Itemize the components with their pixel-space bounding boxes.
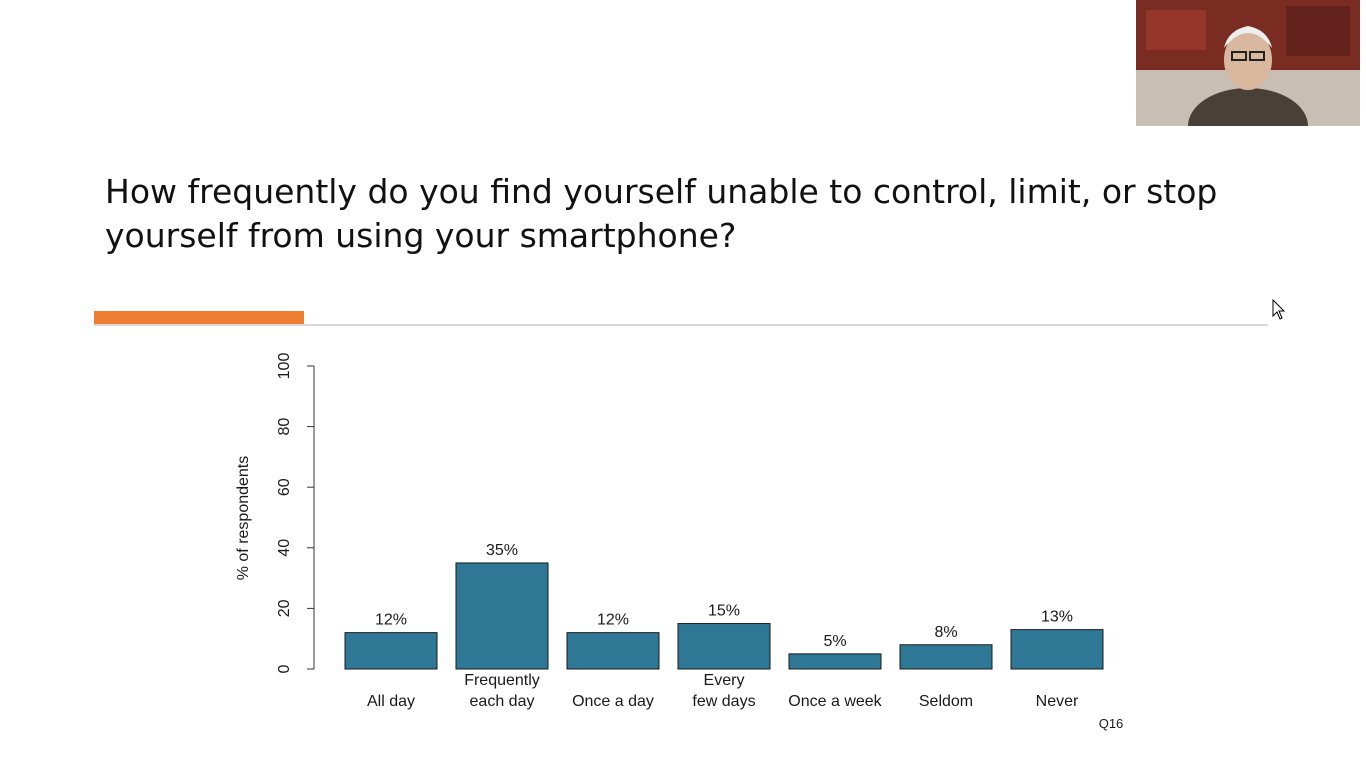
slide-title: How frequently do you find yourself unab… [105,172,1218,255]
y-tick-label: 0 [276,664,293,673]
bar-value-label: 8% [934,624,957,641]
bar [1010,629,1104,670]
y-axis-label: % of respondents [235,456,252,581]
title-divider [94,324,1268,326]
x-category-label: Every [704,672,745,689]
x-category-label: Never [1036,693,1079,710]
bar [455,562,549,670]
y-tick-label: 80 [276,418,293,436]
bar [566,632,660,670]
x-category-label: each day [470,693,535,710]
bar-value-label: 12% [375,612,407,629]
x-category-label: Seldom [919,693,973,710]
y-tick-label: 20 [276,599,293,617]
y-tick-label: 60 [276,478,293,496]
bar [788,653,882,670]
bar-value-label: 13% [1041,609,1073,626]
mouse-cursor-icon [1272,299,1286,320]
presenter-webcam [1136,0,1360,126]
y-tick-label: 40 [276,539,293,557]
x-category-label: few days [692,693,755,710]
x-category-label: All day [367,693,415,710]
bar-value-label: 15% [708,603,740,620]
bar-value-label: 35% [486,542,518,559]
bar-value-label: 12% [597,612,629,629]
bar-value-label: 5% [823,633,846,650]
x-category-label: Once a day [572,693,654,710]
bar [677,623,771,670]
x-category-label: Frequently [464,672,540,689]
question-code-label: Q16 [1099,716,1124,731]
title-accent-bar [94,311,304,326]
y-tick-label: 100 [276,353,293,380]
bar [899,644,993,670]
x-category-label: Once a week [788,693,882,710]
bar [344,632,438,670]
